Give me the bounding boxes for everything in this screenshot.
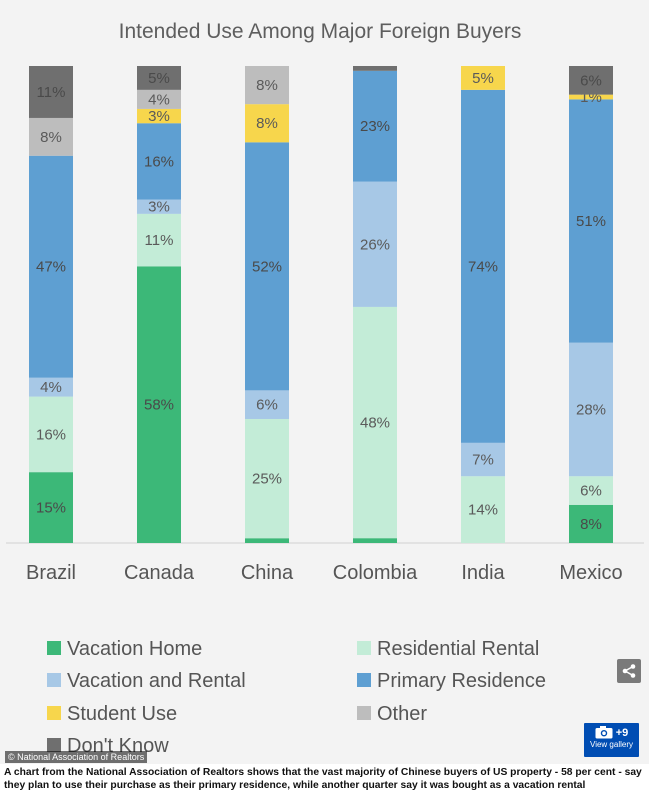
x-tick-label-india: India <box>461 562 505 584</box>
bar-segment-mexico-vacation-home <box>569 504 613 543</box>
data-label-india-residential-rental: 14% <box>468 502 498 519</box>
legend-label-other: Other <box>377 703 427 725</box>
data-label-canada-vacation-and-rental: 3% <box>148 199 170 216</box>
bar-segment-colombia-don-t-know <box>353 66 397 71</box>
share-icon <box>622 664 636 678</box>
bar-segment-india-residential-rental <box>461 476 505 543</box>
legend: Vacation Home Residential Rental Vacation … <box>47 638 546 757</box>
bar-segment-mexico-vacation-and-rental <box>569 342 613 477</box>
bar-segment-mexico-don-t-know <box>569 66 613 95</box>
legend-swatch-residential-rental <box>357 641 371 655</box>
data-label-china-other: 8% <box>256 77 278 94</box>
data-label-canada-other: 4% <box>148 91 170 108</box>
data-label-china-residential-rental: 25% <box>252 471 282 488</box>
gallery-label: View gallery <box>590 740 633 749</box>
x-tick-label-china: China <box>241 562 294 584</box>
bar-segment-mexico-student-use <box>569 94 613 100</box>
bar-segment-colombia-primary-residence <box>353 70 397 182</box>
data-label-brazil-don-t-know: 11% <box>37 84 66 101</box>
data-label-india-vacation-and-rental: 7% <box>472 452 494 469</box>
image-caption: A chart from the National Association of… <box>4 767 642 791</box>
bar-segment-china-other <box>245 66 289 105</box>
legend-swatch-primary-residence <box>357 673 371 687</box>
share-button[interactable] <box>617 659 641 683</box>
bar-segment-canada-residential-rental <box>137 213 181 267</box>
data-label-brazil-primary-residence: 47% <box>36 259 66 276</box>
legend-label-vacation-and-rental: Vacation and Rental <box>67 670 246 692</box>
bar-segment-colombia-vacation-home <box>353 538 397 543</box>
data-label-canada-don-t-know: 5% <box>148 70 170 87</box>
bar-segment-india-primary-residence <box>461 89 505 443</box>
legend-swatch-other <box>357 706 371 720</box>
image-credit: © National Association of Realtors <box>5 751 148 763</box>
data-label-china-primary-residence: 52% <box>252 258 282 275</box>
bar-segment-china-vacation-and-rental <box>245 390 289 419</box>
bar-segment-brazil-other <box>29 117 73 156</box>
data-label-brazil-vacation-home: 15% <box>36 500 66 517</box>
bar-segment-canada-primary-residence <box>137 123 181 200</box>
data-label-mexico-primary-residence: 51% <box>576 213 606 230</box>
gallery-count: +9 <box>615 726 629 739</box>
legend-swatch-vacation-home <box>47 641 61 655</box>
bar-segment-colombia-residential-rental <box>353 306 397 539</box>
x-axis-tick-labels: Brazil Canada China Colombia India Mexico <box>26 562 623 584</box>
bar-segment-canada-vacation-home <box>137 266 181 543</box>
camera-icon <box>595 726 613 739</box>
data-label-brazil-residential-rental: 16% <box>36 426 66 443</box>
data-label-mexico-residential-rental: 6% <box>580 483 602 500</box>
stacked-bar-chart: Intended Use Among Major Foreign Buyers … <box>6 20 644 757</box>
data-label-colombia-vacation-and-rental: 26% <box>360 236 390 253</box>
data-label-china-student-use: 8% <box>256 115 278 132</box>
data-label-brazil-vacation-and-rental: 4% <box>40 379 62 396</box>
chart-frame: Intended Use Among Major Foreign Buyers … <box>0 0 649 764</box>
bars-group: 15%16%4%47%8%11%58%11%3%16%3%4%5%25%6%52… <box>29 66 613 543</box>
x-tick-label-brazil: Brazil <box>26 562 76 584</box>
data-label-india-student-use: 5% <box>472 70 494 87</box>
chart-title: Intended Use Among Major Foreign Buyers <box>119 20 522 43</box>
legend-swatch-vacation-and-rental <box>47 673 61 687</box>
bar-segment-china-residential-rental <box>245 418 289 539</box>
data-label-canada-primary-residence: 16% <box>144 153 174 170</box>
data-label-brazil-other: 8% <box>40 129 62 146</box>
bar-segment-canada-vacation-and-rental <box>137 199 181 214</box>
data-label-canada-residential-rental: 11% <box>145 232 174 249</box>
data-label-colombia-primary-residence: 23% <box>360 118 390 135</box>
bar-segment-brazil-primary-residence <box>29 155 73 378</box>
bar-segment-brazil-vacation-home <box>29 472 73 543</box>
legend-label-student-use: Student Use <box>67 703 177 725</box>
bar-segment-brazil-residential-rental <box>29 396 73 473</box>
x-tick-label-canada: Canada <box>124 562 195 584</box>
bar-segment-mexico-primary-residence <box>569 99 613 343</box>
x-tick-label-mexico: Mexico <box>559 562 622 584</box>
bar-segment-india-vacation-and-rental <box>461 442 505 477</box>
legend-label-vacation-home: Vacation Home <box>67 638 202 660</box>
data-label-mexico-vacation-home: 8% <box>580 516 602 533</box>
x-tick-label-colombia: Colombia <box>333 562 418 584</box>
bar-segment-china-primary-residence <box>245 142 289 391</box>
data-label-canada-vacation-home: 58% <box>144 397 174 414</box>
data-label-china-vacation-and-rental: 6% <box>256 397 278 414</box>
bar-segment-mexico-residential-rental <box>569 476 613 505</box>
bar-segment-brazil-vacation-and-rental <box>29 377 73 397</box>
bar-segment-canada-other <box>137 89 181 109</box>
data-label-india-primary-residence: 74% <box>468 258 498 275</box>
data-label-colombia-residential-rental: 48% <box>360 415 390 432</box>
view-gallery-button[interactable]: +9 View gallery <box>584 723 639 757</box>
legend-swatch-student-use <box>47 706 61 720</box>
bar-segment-colombia-vacation-and-rental <box>353 181 397 307</box>
bar-segment-canada-student-use <box>137 108 181 124</box>
bar-segment-china-vacation-home <box>245 538 289 543</box>
data-label-canada-student-use: 3% <box>148 108 170 125</box>
legend-swatch-don-t-know <box>47 738 61 752</box>
bar-segment-china-student-use <box>245 104 289 143</box>
data-label-mexico-vacation-and-rental: 28% <box>576 401 606 418</box>
data-label-mexico-don-t-know: 6% <box>580 72 602 89</box>
bar-segment-brazil-don-t-know <box>29 66 73 118</box>
bar-segment-canada-don-t-know <box>137 66 181 90</box>
bar-segment-india-student-use <box>461 66 505 90</box>
legend-label-residential-rental: Residential Rental <box>377 638 539 660</box>
legend-label-primary-residence: Primary Residence <box>377 670 546 692</box>
